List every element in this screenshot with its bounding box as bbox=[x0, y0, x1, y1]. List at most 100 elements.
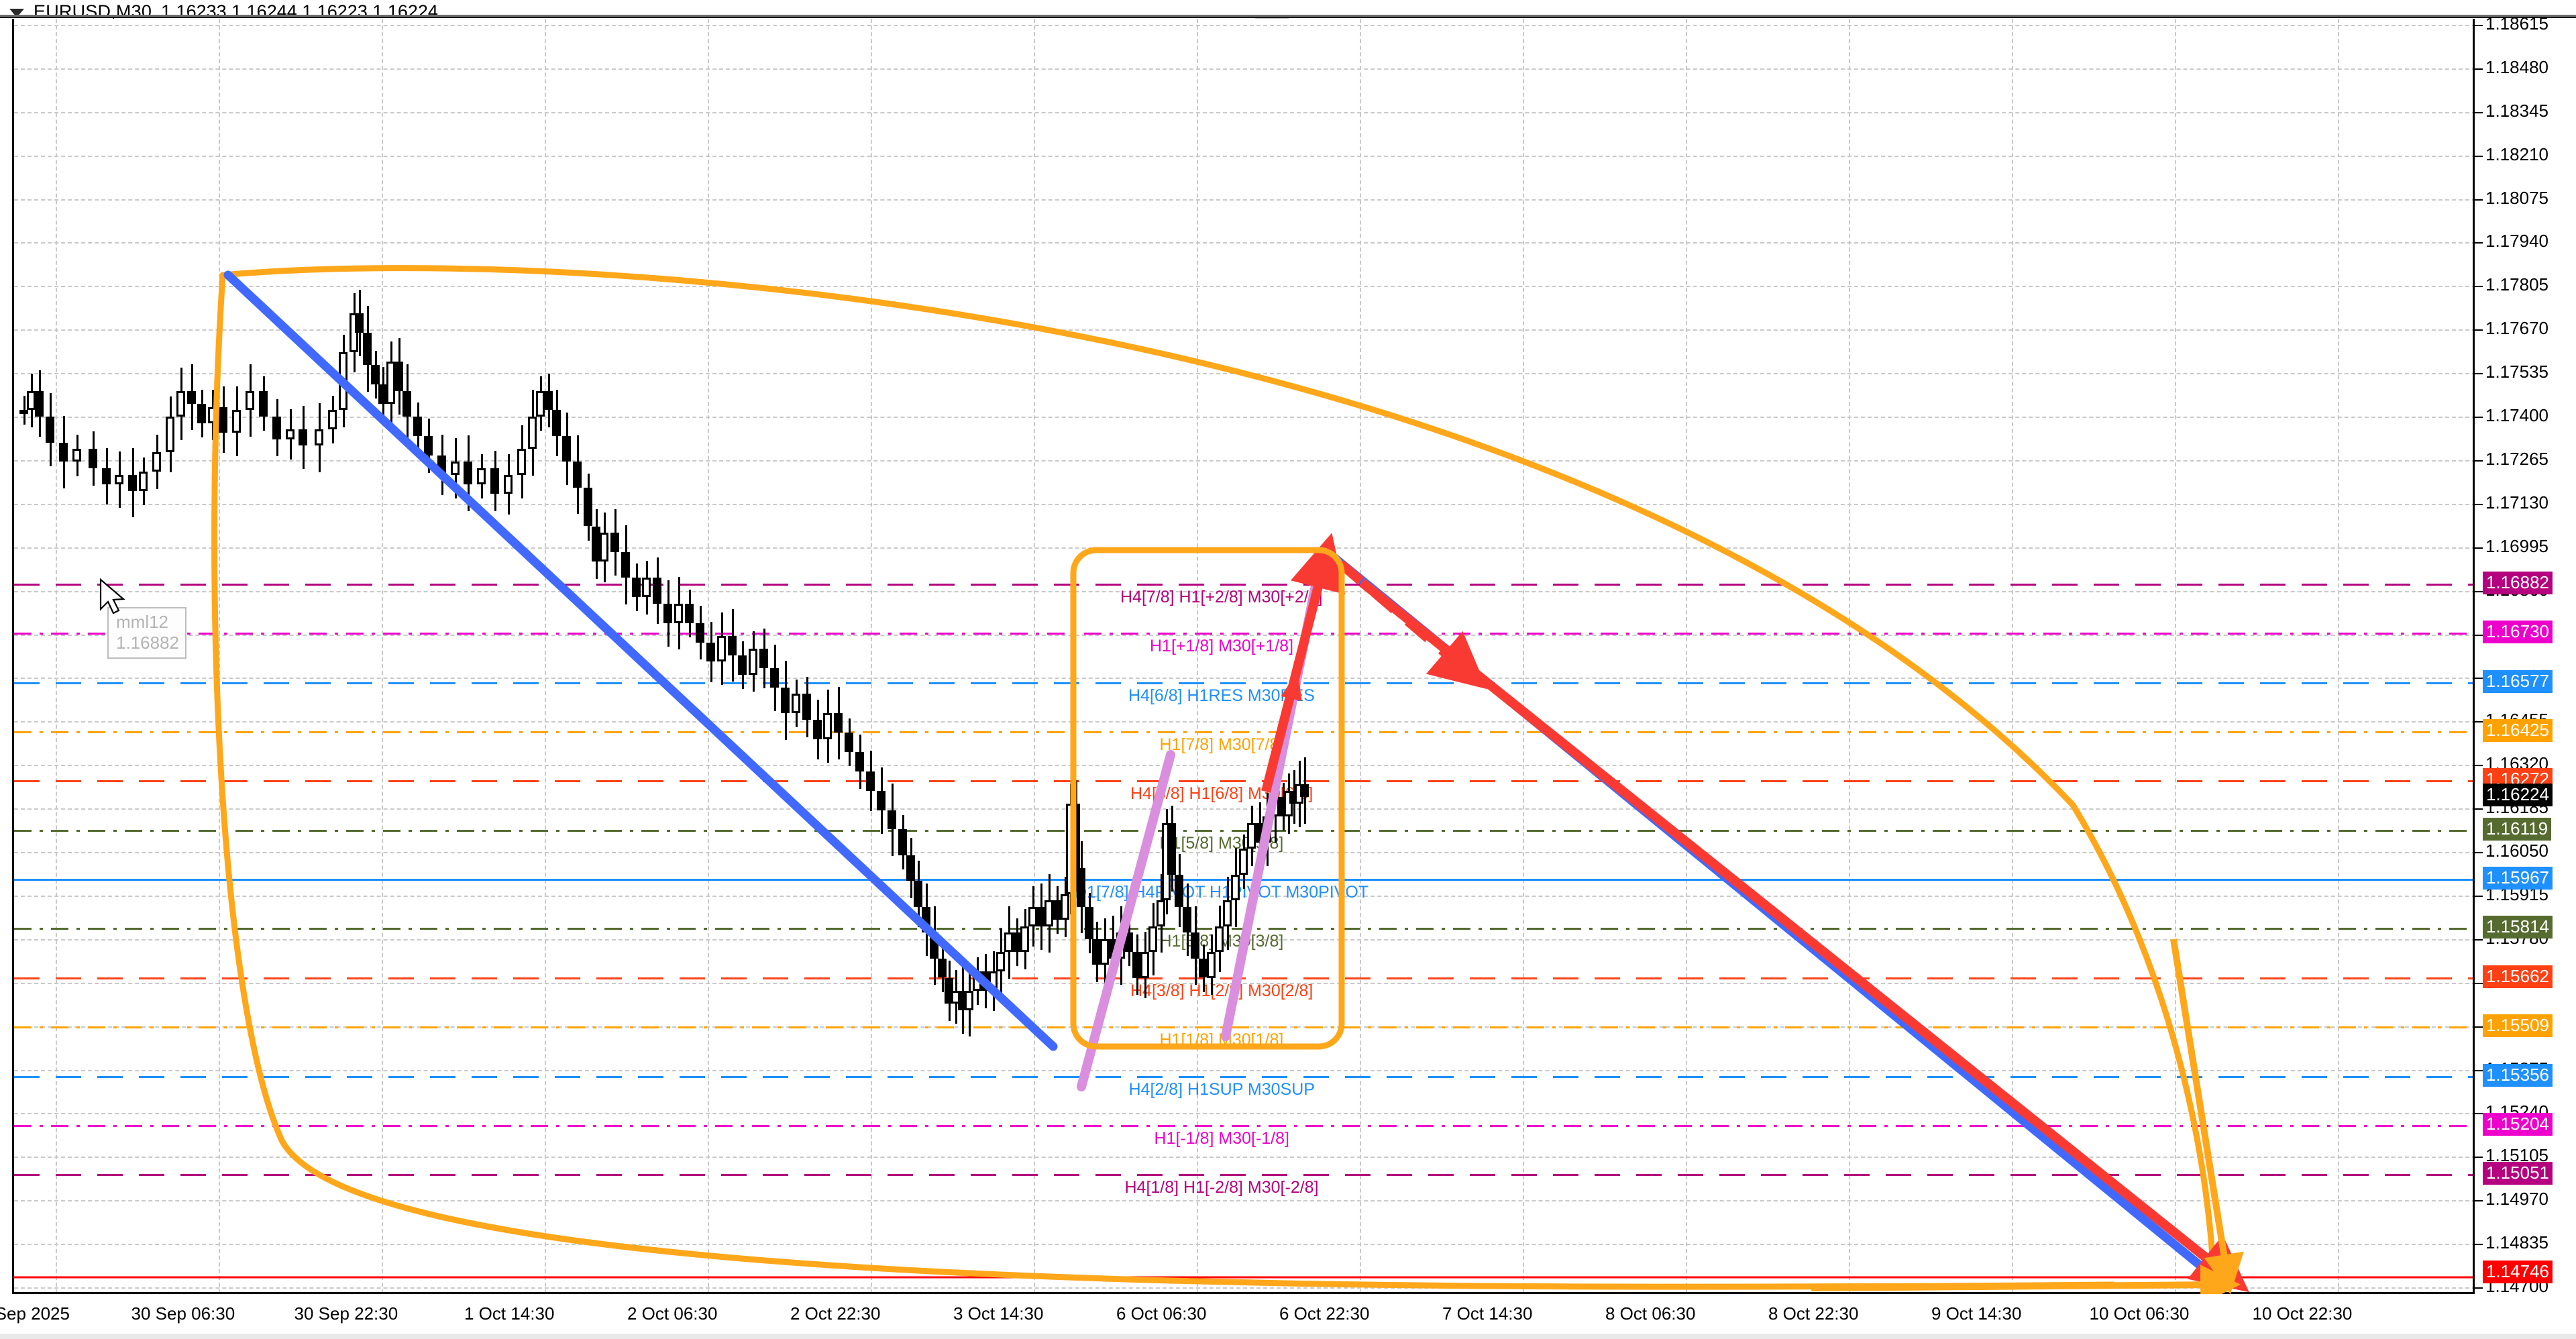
price-highlight-label[interactable]: 1.15509 bbox=[2483, 1014, 2553, 1038]
price-tick-label: 1.17265 bbox=[2485, 448, 2548, 469]
candle bbox=[464, 19, 473, 1293]
candle bbox=[139, 19, 148, 1293]
price-highlight-label[interactable]: 1.14746 bbox=[2483, 1260, 2553, 1283]
candle bbox=[674, 19, 684, 1293]
status-strip bbox=[0, 1334, 2576, 1339]
ohlc-values: 1.16233 1.16244 1.16223 1.16224 bbox=[161, 1, 438, 21]
price-axis[interactable]: 1.18615 1.18480 1.18345 1.18210 1.18075 1.179… bbox=[2475, 13, 2576, 1296]
plot-top-border bbox=[0, 17, 2576, 18]
price-highlight-label[interactable]: 1.16882 bbox=[2483, 572, 2553, 595]
time-tick-label: 10 Oct 06:30 bbox=[2089, 1303, 2190, 1324]
candle bbox=[338, 19, 347, 1293]
gridline-v bbox=[1849, 19, 1850, 1293]
time-tick-label: 2 Oct 22:30 bbox=[790, 1303, 881, 1324]
price-tick bbox=[2475, 329, 2483, 331]
gridline-h bbox=[14, 155, 2476, 157]
candle bbox=[706, 19, 715, 1293]
time-axis[interactable]: 29 Sep 2025 30 Sep 06:30 30 Sep 22:30 1 Oct… bbox=[0, 1294, 2576, 1339]
price-tick bbox=[2475, 590, 2483, 592]
price-tick bbox=[2475, 1113, 2483, 1115]
price-tick bbox=[2475, 634, 2483, 636]
price-highlight-label[interactable]: 1.16224 bbox=[2483, 784, 2553, 807]
candle bbox=[258, 19, 268, 1293]
candle bbox=[738, 19, 747, 1293]
price-tick bbox=[2475, 68, 2483, 70]
gridline-v bbox=[2175, 19, 2176, 1293]
price-tick bbox=[2475, 678, 2483, 680]
gridline-h bbox=[14, 199, 2476, 201]
price-highlight-label[interactable]: 1.16577 bbox=[2483, 670, 2553, 693]
price-tick-label: 1.16995 bbox=[2485, 535, 2548, 556]
price-tick-label: 1.14970 bbox=[2485, 1189, 2548, 1210]
candle bbox=[802, 19, 811, 1293]
price-highlight-label[interactable]: 1.15662 bbox=[2483, 965, 2553, 988]
price-tick bbox=[2475, 242, 2483, 244]
time-tick-label: 30 Sep 22:30 bbox=[294, 1303, 398, 1324]
time-tick-label: 9 Oct 14:30 bbox=[1931, 1303, 2022, 1324]
price-tick bbox=[2475, 417, 2483, 419]
candle bbox=[749, 19, 758, 1293]
candle bbox=[299, 19, 308, 1293]
price-tick bbox=[2475, 111, 2483, 113]
price-tick bbox=[2475, 895, 2483, 897]
gridline-v bbox=[1686, 19, 1687, 1293]
price-tick-label: 1.17805 bbox=[2485, 274, 2548, 295]
price-tick-label: 1.17400 bbox=[2485, 405, 2548, 426]
price-highlight-label[interactable]: 1.16730 bbox=[2483, 621, 2553, 644]
candle bbox=[115, 19, 124, 1293]
candle bbox=[770, 19, 780, 1293]
candle bbox=[176, 19, 185, 1293]
price-tick-label: 1.16050 bbox=[2485, 841, 2548, 861]
price-highlight-label[interactable]: 1.16425 bbox=[2483, 718, 2553, 742]
price-highlight-label[interactable]: 1.15356 bbox=[2483, 1063, 2553, 1087]
candle bbox=[19, 19, 28, 1293]
plot-right-border bbox=[2473, 19, 2475, 1293]
price-tick bbox=[2475, 765, 2483, 767]
candle bbox=[88, 19, 97, 1293]
price-highlight-label[interactable]: 1.16119 bbox=[2483, 817, 2552, 841]
chart-plot-area[interactable]: H4[7/8] H1[+2/8] M30[+2/8] H1[+1/8] M30[+… bbox=[12, 19, 2476, 1293]
candle bbox=[845, 19, 854, 1293]
candle bbox=[423, 19, 433, 1293]
price-tick-label: 1.18615 bbox=[2485, 13, 2548, 34]
candle bbox=[759, 19, 769, 1293]
candle bbox=[727, 19, 737, 1293]
price-tick-label: 1.18345 bbox=[2485, 100, 2548, 121]
candle bbox=[272, 19, 281, 1293]
mouse-pointer-icon bbox=[99, 578, 125, 614]
price-highlight-label[interactable]: 1.15051 bbox=[2483, 1162, 2553, 1185]
price-tick bbox=[2475, 1157, 2483, 1159]
candle bbox=[128, 19, 138, 1293]
price-tick bbox=[2475, 808, 2483, 810]
price-tick bbox=[2475, 721, 2483, 723]
price-tick bbox=[2475, 1026, 2483, 1028]
price-tick bbox=[2475, 25, 2483, 26]
candle bbox=[413, 19, 423, 1293]
time-tick-label: 6 Oct 06:30 bbox=[1116, 1303, 1207, 1324]
time-tick-label: 8 Oct 06:30 bbox=[1605, 1303, 1696, 1324]
price-tick-label: 1.18075 bbox=[2485, 187, 2548, 208]
candle bbox=[46, 19, 55, 1293]
price-highlight-label[interactable]: 1.15814 bbox=[2483, 916, 2553, 939]
time-tick-label: 10 Oct 22:30 bbox=[2252, 1303, 2353, 1324]
time-tick-label: 29 Sep 2025 bbox=[0, 1303, 70, 1324]
gridline-v bbox=[1360, 19, 1361, 1293]
candle bbox=[517, 19, 526, 1293]
plot-bottom-border bbox=[12, 1292, 2475, 1294]
candle bbox=[59, 19, 68, 1293]
candle bbox=[780, 19, 790, 1293]
price-highlight-label[interactable]: 1.15204 bbox=[2483, 1112, 2553, 1136]
candle bbox=[823, 19, 833, 1293]
candle bbox=[551, 19, 561, 1293]
price-tick bbox=[2475, 547, 2483, 549]
price-tick bbox=[2475, 1200, 2483, 1202]
price-highlight-label[interactable]: 1.15967 bbox=[2483, 866, 2553, 890]
price-tick bbox=[2475, 155, 2483, 157]
candle bbox=[490, 19, 500, 1293]
price-tick bbox=[2475, 1069, 2483, 1071]
price-tick-label: 1.17670 bbox=[2485, 318, 2548, 339]
gridline-h bbox=[14, 242, 2476, 244]
price-tick-label: 1.14835 bbox=[2485, 1232, 2548, 1253]
candle bbox=[35, 19, 44, 1293]
header-divider bbox=[0, 15, 2576, 17]
